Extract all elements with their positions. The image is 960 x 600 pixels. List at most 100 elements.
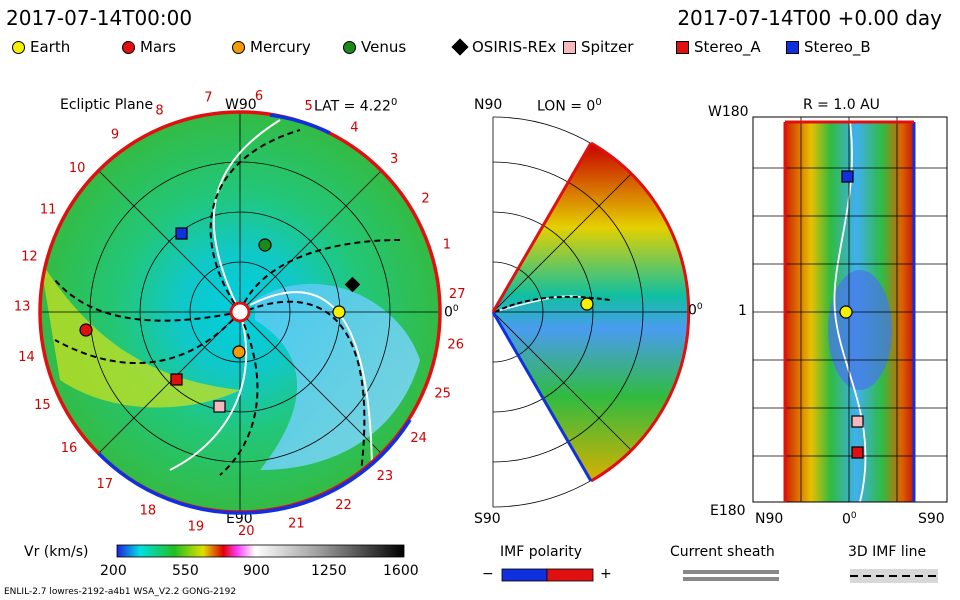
- map-bottom-left: E180: [710, 503, 746, 519]
- legend-label: Mercury: [250, 38, 311, 56]
- spitzer-marker-icon: [563, 40, 576, 54]
- day-mark-label: 20: [238, 524, 255, 539]
- colorbar-tick: 550: [172, 563, 199, 579]
- ecliptic-right-degree: 0: [452, 304, 459, 314]
- map-x-left: N90: [755, 511, 784, 527]
- day-mark-label: 22: [335, 498, 352, 513]
- day-mark-label: 1: [443, 237, 451, 252]
- legend-spitzer: Spitzer: [563, 38, 633, 56]
- imf-negative-bar: [501, 568, 548, 582]
- day-mark-label: 14: [18, 350, 35, 365]
- mercury-marker-icon: [232, 40, 245, 54]
- map-mid-left: 1: [738, 303, 747, 319]
- lat-degree: 0: [390, 97, 398, 108]
- day-mark-label: 7: [204, 90, 212, 105]
- legend-mercury: Mercury: [232, 38, 311, 56]
- map-title: R = 1.0 AU: [803, 97, 880, 113]
- day-mark-label: 5: [304, 99, 312, 114]
- legend-label: Venus: [361, 38, 407, 56]
- day-mark-label: 9: [111, 127, 119, 142]
- colorbar-label: Vr (km/s): [24, 544, 89, 560]
- legend-stereo-b: Stereo_B: [786, 38, 871, 56]
- legend-label: Mars: [140, 38, 177, 56]
- ecliptic-boundary-negative: [97, 419, 412, 515]
- meridional-right-label: 00: [688, 302, 703, 319]
- colorbar-tick: 1250: [311, 563, 347, 579]
- legend-osiris-rex: OSIRIS-REx: [451, 38, 557, 56]
- imf-minus-label: −: [482, 566, 494, 582]
- colorbar-tick: 200: [100, 563, 127, 579]
- map-earth-marker: [839, 305, 853, 319]
- legend-earth: Earth: [12, 38, 70, 56]
- timestamp-right: 2017-07-14T00 +0.00 day: [677, 6, 942, 30]
- mars-marker-icon: [122, 40, 135, 54]
- earth-marker-icon: [12, 40, 25, 54]
- footer-model-info: ENLIL-2.7 lowres-2192-a4b1 WSA_V2.2 GONG…: [4, 587, 237, 597]
- day-mark-label: 17: [97, 477, 114, 492]
- colorbar-tick: 1600: [383, 563, 419, 579]
- meridional-edge-positive: [491, 142, 593, 313]
- ecliptic-bottom-label: E90: [226, 511, 253, 527]
- day-mark-label: 12: [21, 250, 38, 265]
- lat-label: LAT = 4.220: [314, 97, 397, 115]
- day-mark-label: 2: [421, 192, 429, 207]
- map-spitzer-marker: [851, 415, 864, 428]
- imf-line-label: 3D IMF line: [848, 544, 927, 560]
- meridional-boundary: [590, 141, 691, 483]
- day-mark-label: 10: [69, 161, 86, 176]
- imf-positive-bar: [546, 568, 594, 582]
- spitzer-marker: [213, 400, 226, 413]
- synoptic-map: [752, 116, 948, 503]
- meridional-right-value: 0: [688, 302, 697, 319]
- colorbar-tick: 900: [243, 563, 270, 579]
- day-mark-label: 4: [350, 121, 358, 136]
- meridional-earth-marker: [580, 297, 594, 311]
- day-mark-label: 6: [255, 89, 263, 104]
- meridional-right-degree: 0: [696, 302, 703, 312]
- meridional-title: LON = 00: [537, 97, 602, 115]
- mars-marker: [79, 323, 93, 337]
- fast-wind-region: [255, 283, 420, 470]
- venus-marker-icon: [343, 40, 356, 54]
- day-mark-label: 26: [447, 338, 464, 353]
- day-mark-label: 16: [61, 441, 78, 456]
- legend-stereo-a: Stereo_A: [676, 38, 761, 56]
- imf-plus-label: +: [600, 566, 612, 582]
- meridional-plot: [491, 116, 691, 508]
- day-mark-label: 3: [390, 152, 398, 167]
- meridional-bottom-label: S90: [474, 511, 501, 527]
- stereo-b-marker: [175, 227, 188, 240]
- day-mark-label: 23: [377, 469, 394, 484]
- current-sheath-label: Current sheath: [670, 544, 775, 560]
- ecliptic-title: Ecliptic Plane: [60, 97, 154, 113]
- day-mark-label: 18: [140, 504, 157, 519]
- map-frame: [752, 116, 948, 503]
- timestamp-left: 2017-07-14T00:00: [6, 6, 193, 30]
- legend-venus: Venus: [343, 38, 406, 56]
- legend-label: OSIRIS-REx: [472, 38, 557, 56]
- lat-value: LAT = 4.22: [314, 98, 391, 115]
- day-mark-label: 15: [34, 398, 51, 413]
- map-top-left: W180: [708, 104, 749, 120]
- stereo-b-marker-icon: [786, 40, 799, 54]
- day-mark-label: 24: [410, 431, 427, 446]
- ecliptic-right-value: 0: [444, 304, 453, 321]
- legend-label: Spitzer: [581, 38, 634, 56]
- stereo-a-marker: [170, 373, 183, 386]
- lon-degree: 0: [595, 97, 602, 108]
- meridional-imf: [494, 295, 611, 313]
- object-legend: Earth Mars Mercury Venus OSIRIS-REx Spit…: [0, 38, 960, 58]
- day-mark-label: 13: [14, 300, 31, 315]
- meridional-top-label: N90: [474, 97, 503, 113]
- meridional-edge-negative: [491, 311, 593, 482]
- day-mark-label: 25: [434, 387, 451, 402]
- ecliptic-top-label: W90: [225, 97, 257, 113]
- map-x-right: S90: [918, 511, 945, 527]
- venus-marker: [258, 238, 272, 252]
- legend-label: Earth: [30, 38, 71, 56]
- map-stereo-b-marker: [841, 170, 854, 183]
- day-mark-label: 21: [288, 517, 305, 532]
- legend-mars: Mars: [122, 38, 176, 56]
- map-stereo-a-marker: [851, 446, 864, 459]
